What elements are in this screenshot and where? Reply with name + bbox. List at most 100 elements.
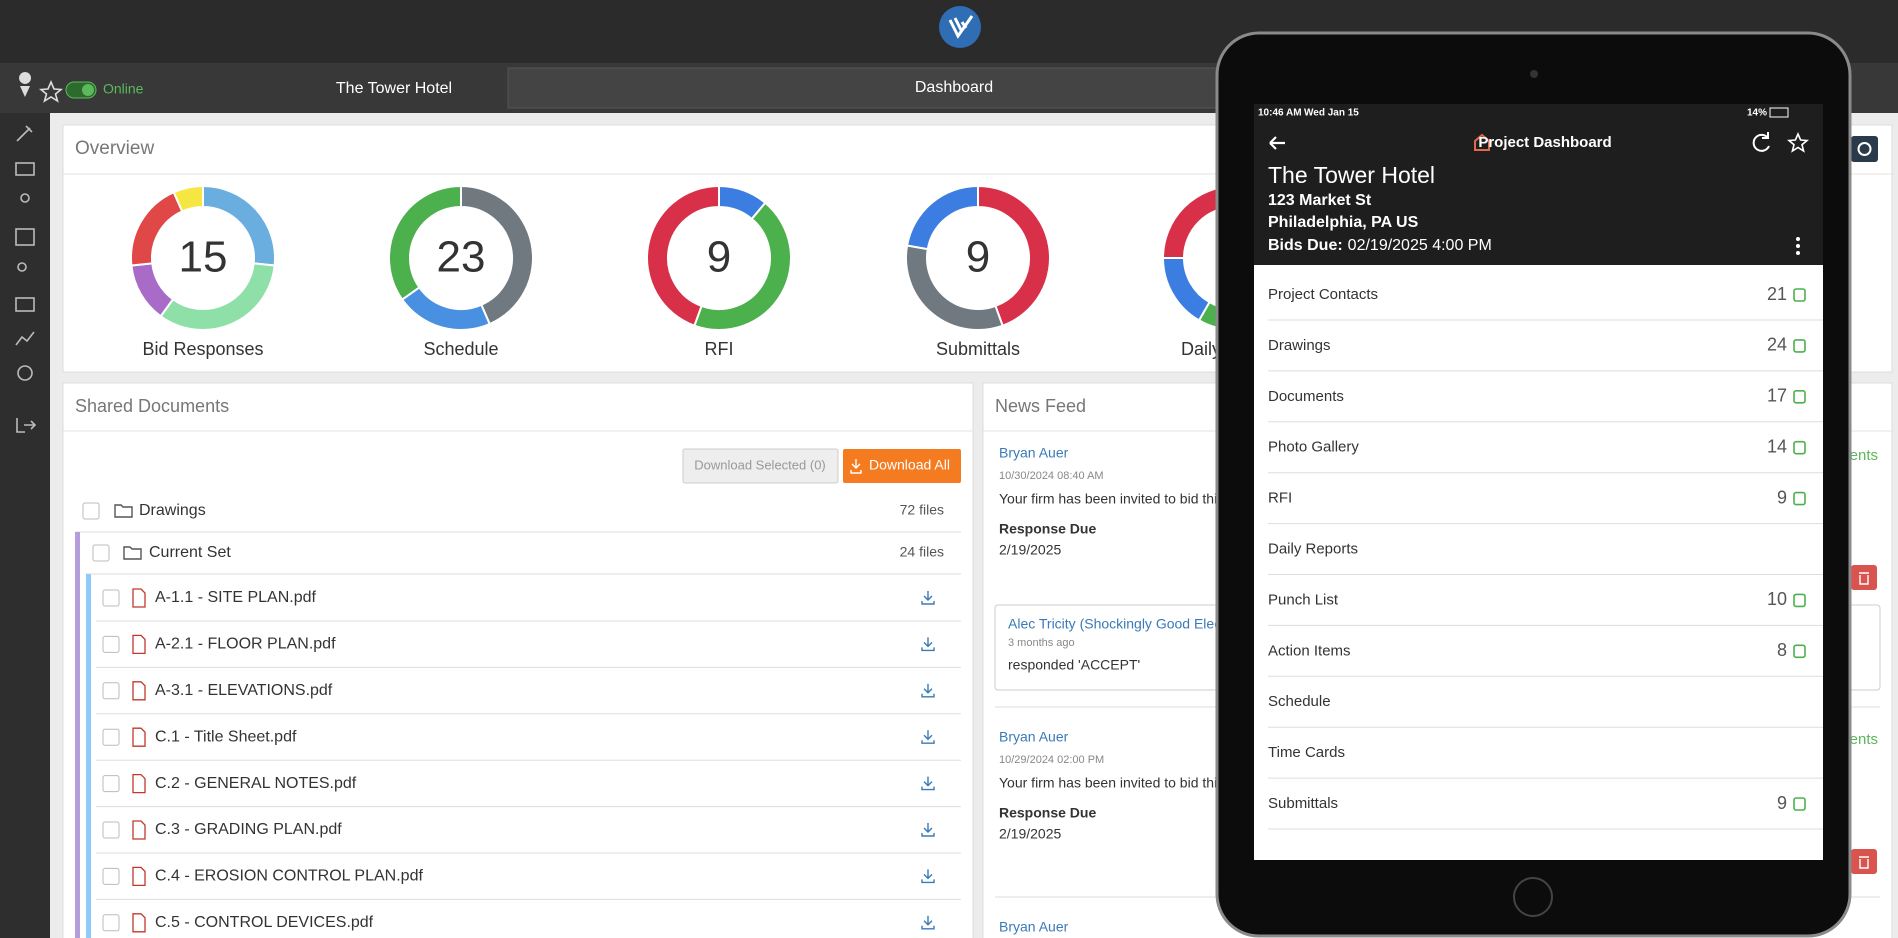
checkbox[interactable] — [102, 728, 120, 746]
tools-icon[interactable] — [16, 125, 33, 142]
button-label: Download Selected (0) — [694, 457, 826, 472]
file-name[interactable]: C.5 - CONTROL DEVICES.pdf — [155, 914, 374, 931]
status: Online — [103, 81, 144, 97]
file-name[interactable]: C.4 - EROSION CONTROL PLAN.pdf — [155, 868, 423, 885]
sidebar — [0, 113, 50, 938]
kebab-menu[interactable] — [1796, 237, 1800, 255]
donut-segment — [693, 201, 792, 331]
battery-level: 14% — [1747, 108, 1767, 119]
tree-bar — [75, 532, 80, 938]
pdf-icon — [132, 913, 146, 933]
settings-icon[interactable] — [17, 365, 33, 381]
donut-segment — [905, 184, 979, 251]
menu-row[interactable] — [1254, 779, 1823, 829]
folder-name[interactable]: Drawings — [139, 502, 206, 519]
author-link[interactable]: Bryan Auer — [999, 729, 1069, 745]
menu-icon — [1793, 491, 1806, 506]
menu-count: 14 — [1767, 436, 1787, 456]
pdf-icon — [132, 681, 146, 701]
download-selected-button[interactable] — [682, 448, 839, 484]
checkbox[interactable] — [102, 775, 120, 793]
reply-author[interactable]: Alec Tricity (Shockingly Good Electric) — [1008, 616, 1245, 632]
checkbox[interactable] — [102, 682, 120, 700]
file-count: 24 files — [900, 544, 944, 560]
menu-row[interactable] — [1254, 321, 1823, 371]
download-icon[interactable] — [921, 823, 935, 837]
checkbox[interactable] — [92, 544, 110, 562]
trash-icon — [1859, 856, 1869, 869]
team-icon[interactable] — [20, 193, 30, 203]
menu-row[interactable] — [1254, 474, 1823, 524]
bids-due: Bids Due: 02/19/2025 4:00 PM — [1268, 237, 1492, 254]
delete-button[interactable] — [1851, 565, 1877, 590]
delete-button[interactable] — [1851, 849, 1877, 874]
panel-title: Shared Documents — [75, 396, 229, 416]
checkbox[interactable] — [102, 914, 120, 932]
gear-icon — [1857, 142, 1872, 156]
menu-icon — [1793, 797, 1806, 811]
post-text: Your firm has been invited to bid this p… — [999, 775, 1274, 791]
folder-name[interactable]: Current Set — [149, 544, 231, 561]
download-icon[interactable] — [921, 730, 935, 744]
trash-icon — [1859, 572, 1869, 585]
menu-row[interactable] — [1254, 575, 1823, 625]
menu-count: 9 — [1777, 793, 1787, 813]
project-title: The Tower Hotel — [1268, 162, 1435, 188]
download-icon[interactable] — [921, 776, 935, 791]
home-button[interactable] — [1513, 877, 1553, 917]
checkbox[interactable] — [102, 635, 120, 653]
screen-title: Project Dashboard — [1478, 134, 1611, 151]
post-text: Your firm has been invited to bid this p… — [999, 491, 1274, 507]
file-name[interactable]: A-3.1 - ELEVATIONS.pdf — [155, 682, 333, 699]
refresh-icon[interactable] — [1752, 132, 1770, 152]
report-icon[interactable] — [15, 297, 35, 312]
download-icon[interactable] — [921, 915, 935, 930]
menu-label: Daily Reports — [1268, 540, 1358, 557]
download-icon[interactable] — [921, 683, 935, 698]
checkbox[interactable] — [102, 867, 120, 885]
tablet: 10:46 AM Wed Jan 15 14% Project Dashboard Th… — [1215, 31, 1852, 938]
donut-total: 15 — [179, 233, 228, 282]
file-name[interactable]: A-2.1 - FLOOR PLAN.pdf — [155, 636, 336, 653]
checkbox[interactable] — [82, 502, 100, 520]
download-icon[interactable] — [921, 637, 935, 652]
menu-row[interactable] — [1254, 677, 1823, 727]
calendar-icon[interactable] — [15, 228, 35, 246]
download-icon[interactable] — [921, 591, 935, 605]
file-name[interactable]: C.3 - GRADING PLAN.pdf — [155, 821, 342, 838]
file-name[interactable]: A-1.1 - SITE PLAN.pdf — [155, 589, 317, 606]
online-toggle[interactable] — [65, 81, 97, 99]
chart-icon[interactable] — [15, 331, 35, 346]
dashboard-tab[interactable] — [507, 67, 1218, 109]
tree-bar — [86, 574, 91, 938]
back-arrow[interactable] — [1269, 136, 1285, 150]
star-icon[interactable] — [38, 79, 64, 103]
donut-segment — [977, 184, 1051, 327]
settings-button[interactable] — [1851, 136, 1878, 162]
menu-label: Action Items — [1268, 642, 1351, 659]
author-link[interactable]: Bryan Auer — [999, 919, 1069, 935]
due-label: Response Due — [999, 805, 1096, 821]
donut-label: Submittals — [936, 339, 1020, 359]
location-icon[interactable] — [19, 72, 32, 97]
contact-icon[interactable] — [17, 262, 27, 272]
checkbox[interactable] — [102, 821, 120, 839]
project-address: 123 Market St — [1268, 192, 1372, 209]
menu-label: Submittals — [1268, 795, 1338, 812]
download-icon[interactable] — [921, 869, 935, 884]
download-all-button[interactable] — [843, 449, 961, 483]
battery-icon — [1769, 107, 1789, 118]
logout-icon[interactable] — [16, 418, 37, 433]
checkbox[interactable] — [102, 589, 120, 607]
donut-segment — [388, 184, 462, 301]
favorite-icon[interactable] — [1786, 131, 1810, 153]
file-name[interactable]: C.2 - GENERAL NOTES.pdf — [155, 775, 357, 792]
author-link[interactable]: Bryan Auer — [999, 445, 1069, 461]
mail-icon[interactable] — [15, 162, 35, 176]
tab-label[interactable]: Dashboard — [915, 79, 993, 96]
post-date: 10/29/2024 02:00 PM — [999, 754, 1104, 766]
file-name[interactable]: C.1 - Title Sheet.pdf — [155, 728, 297, 745]
menu-icon — [1793, 288, 1806, 302]
status-date: Wed Jan 15 — [1304, 108, 1359, 119]
menu-count: 24 — [1767, 335, 1787, 355]
